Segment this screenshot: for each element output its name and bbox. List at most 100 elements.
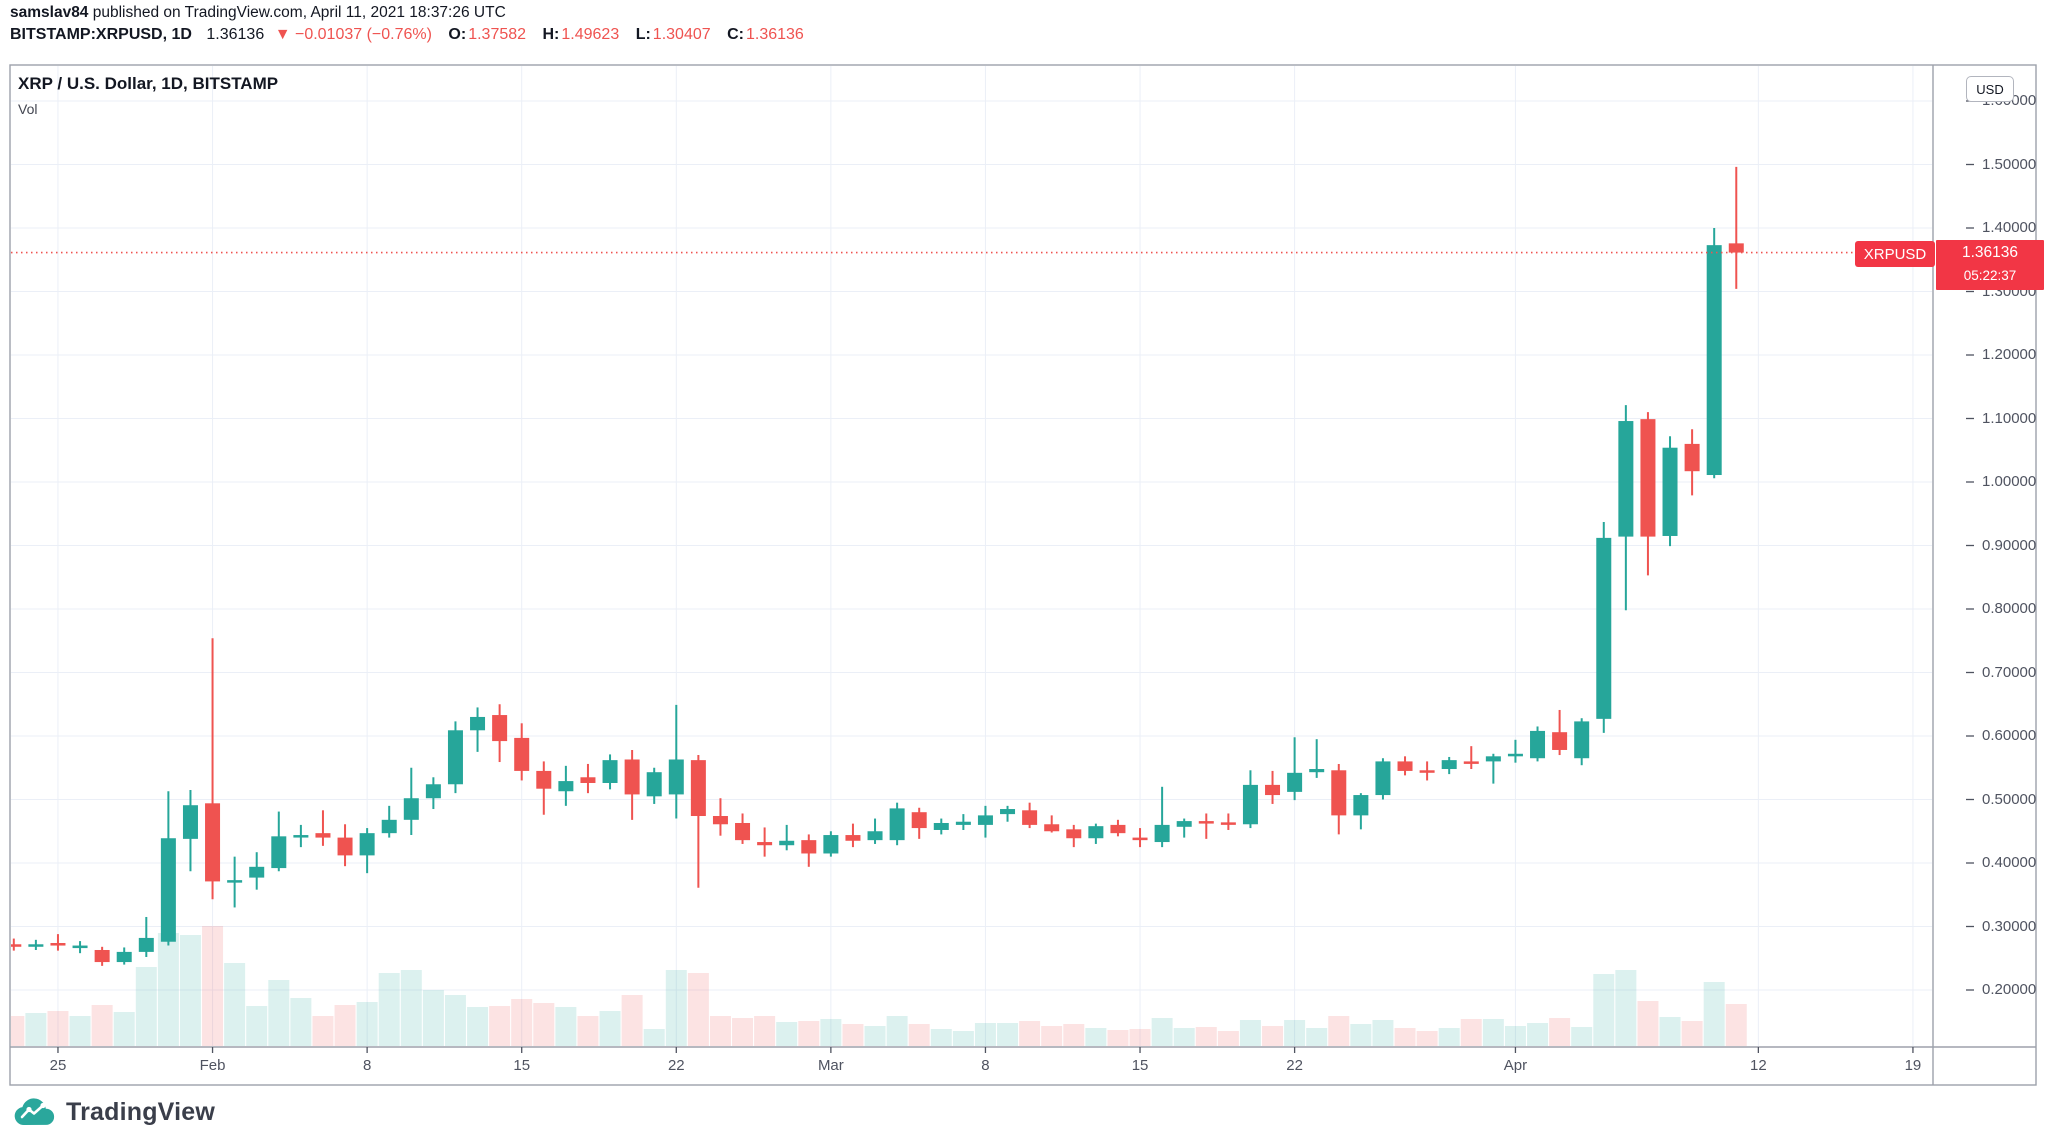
volume-bar bbox=[687, 973, 709, 1046]
candle bbox=[889, 802, 905, 846]
candle bbox=[1022, 802, 1038, 829]
candle bbox=[712, 798, 728, 836]
volume-bar bbox=[974, 1023, 996, 1046]
candle bbox=[1088, 823, 1104, 844]
volume-bar bbox=[1482, 1019, 1504, 1046]
volume-bar bbox=[776, 1022, 798, 1046]
volume-bar bbox=[1615, 970, 1637, 1046]
volume-bar bbox=[1262, 1026, 1284, 1046]
volume-bar bbox=[224, 963, 246, 1046]
high-value: 1.49623 bbox=[561, 26, 620, 43]
candle bbox=[492, 704, 508, 763]
volume-bar bbox=[1151, 1018, 1173, 1046]
candle bbox=[470, 707, 486, 752]
candle bbox=[72, 941, 88, 954]
volume-bar bbox=[1019, 1021, 1041, 1046]
candle bbox=[1552, 709, 1568, 756]
author-name: samslav84 bbox=[10, 4, 89, 21]
candle bbox=[1265, 770, 1281, 804]
symbol-name: BITSTAMP:XRPUSD, 1D bbox=[10, 26, 192, 43]
volume-bar bbox=[1725, 1004, 1747, 1046]
volume-bar bbox=[11, 1016, 25, 1046]
candle bbox=[1485, 753, 1501, 784]
candle bbox=[1132, 828, 1148, 848]
volume-bar bbox=[1527, 1023, 1549, 1046]
candle bbox=[1353, 793, 1369, 830]
candle bbox=[1574, 718, 1590, 766]
candle bbox=[315, 810, 331, 846]
candle bbox=[160, 791, 176, 946]
candle bbox=[845, 823, 861, 848]
candle bbox=[558, 765, 574, 806]
time-axis-label: 15 bbox=[1131, 1057, 1149, 1074]
volume-bar bbox=[1107, 1030, 1129, 1046]
last-price-tag-value: 1.36136 bbox=[1961, 244, 2019, 261]
price-axis-label: 1.10000 bbox=[1982, 409, 2037, 427]
candle bbox=[911, 807, 927, 839]
volume-bar bbox=[820, 1019, 842, 1046]
price-axis-label: 1.40000 bbox=[1982, 219, 2037, 236]
candle bbox=[867, 818, 883, 844]
volume-bar bbox=[1306, 1028, 1328, 1046]
candle bbox=[116, 947, 132, 965]
volume-bar bbox=[1239, 1020, 1261, 1046]
candle bbox=[28, 939, 44, 950]
candle bbox=[1618, 405, 1634, 611]
candle bbox=[403, 767, 419, 836]
volume-bar bbox=[1217, 1031, 1239, 1046]
time-axis-label: Feb bbox=[199, 1057, 226, 1074]
volume-bar bbox=[1571, 1027, 1593, 1046]
price-axis-label: 0.40000 bbox=[1982, 854, 2037, 871]
low-value: 1.30407 bbox=[652, 26, 711, 43]
volume-bar bbox=[1041, 1026, 1063, 1046]
candle bbox=[646, 767, 662, 804]
volume-bar bbox=[157, 933, 179, 1046]
candle bbox=[293, 824, 309, 848]
candle bbox=[447, 721, 463, 794]
volume-bar bbox=[91, 1005, 113, 1046]
candle bbox=[1242, 770, 1258, 829]
candle bbox=[514, 723, 530, 781]
open-label: O: bbox=[448, 26, 467, 43]
candle bbox=[1640, 412, 1656, 576]
tradingview-logo-icon bbox=[14, 1098, 55, 1126]
volume-bar bbox=[1173, 1028, 1195, 1046]
close-label: C: bbox=[727, 26, 744, 43]
time-axis-label: Apr bbox=[1503, 1057, 1528, 1074]
candle bbox=[1154, 786, 1170, 848]
volume-bar bbox=[1284, 1020, 1306, 1046]
volume-bar bbox=[268, 980, 290, 1046]
volume-bar bbox=[467, 1007, 489, 1046]
candle bbox=[337, 824, 353, 867]
price-axis-label: 0.70000 bbox=[1982, 663, 2037, 681]
currency-usd-button[interactable]: USD bbox=[1966, 76, 2014, 102]
volume-bar bbox=[1195, 1027, 1217, 1046]
time-axis-label: 8 bbox=[981, 1057, 990, 1074]
tradingview-logo[interactable]: TradingView bbox=[14, 1096, 215, 1128]
candle bbox=[205, 638, 221, 900]
time-axis-label: 15 bbox=[513, 1057, 531, 1074]
volume-bar bbox=[1659, 1017, 1681, 1046]
volume-bar bbox=[25, 1013, 47, 1046]
low-label: L: bbox=[635, 26, 651, 43]
candle bbox=[1728, 166, 1744, 289]
candle bbox=[1530, 726, 1546, 762]
volume-bar bbox=[798, 1021, 820, 1046]
volume-bar bbox=[1350, 1024, 1372, 1046]
volume-bar bbox=[113, 1012, 135, 1046]
candle bbox=[690, 755, 706, 888]
candle bbox=[94, 946, 110, 966]
volume-bar bbox=[179, 935, 201, 1046]
volume-bar bbox=[444, 995, 466, 1046]
volume-bar bbox=[69, 1016, 91, 1046]
time-axis-label: Mar bbox=[817, 1057, 844, 1074]
volume-bar bbox=[312, 1016, 334, 1046]
volume-bar bbox=[422, 990, 444, 1046]
volume-bar bbox=[1549, 1018, 1571, 1046]
candle bbox=[602, 754, 618, 790]
candle bbox=[1706, 228, 1722, 479]
price-axis-label: 1.50000 bbox=[1982, 155, 2037, 173]
volume-bar bbox=[555, 1007, 577, 1046]
candle bbox=[1684, 429, 1700, 496]
